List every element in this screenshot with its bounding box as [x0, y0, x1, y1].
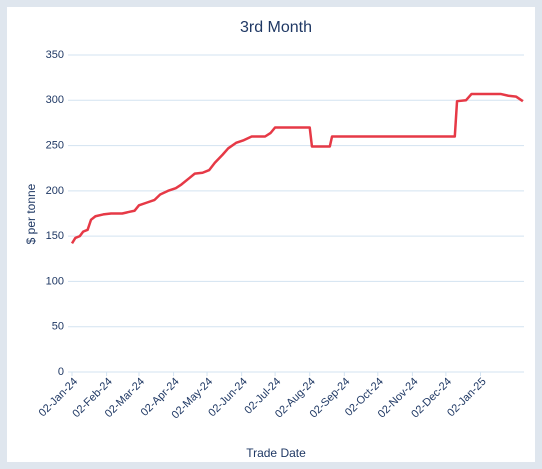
y-tick-label: 100 — [46, 275, 64, 287]
data-line — [70, 92, 524, 245]
y-tick-label: 0 — [58, 366, 64, 378]
chart-title: 3rd Month — [240, 19, 312, 36]
y-tick-label: 150 — [46, 230, 64, 242]
y-tick-label: 200 — [46, 185, 64, 197]
y-axis-label: $ per tonne — [24, 183, 38, 244]
y-tick-label: 50 — [52, 321, 64, 333]
x-axis-label: Trade Date — [246, 446, 306, 460]
y-tick-label: 350 — [46, 49, 64, 61]
chart-panel — [7, 7, 535, 462]
y-tick-label: 300 — [46, 94, 64, 106]
y-tick-label: 250 — [46, 139, 64, 151]
